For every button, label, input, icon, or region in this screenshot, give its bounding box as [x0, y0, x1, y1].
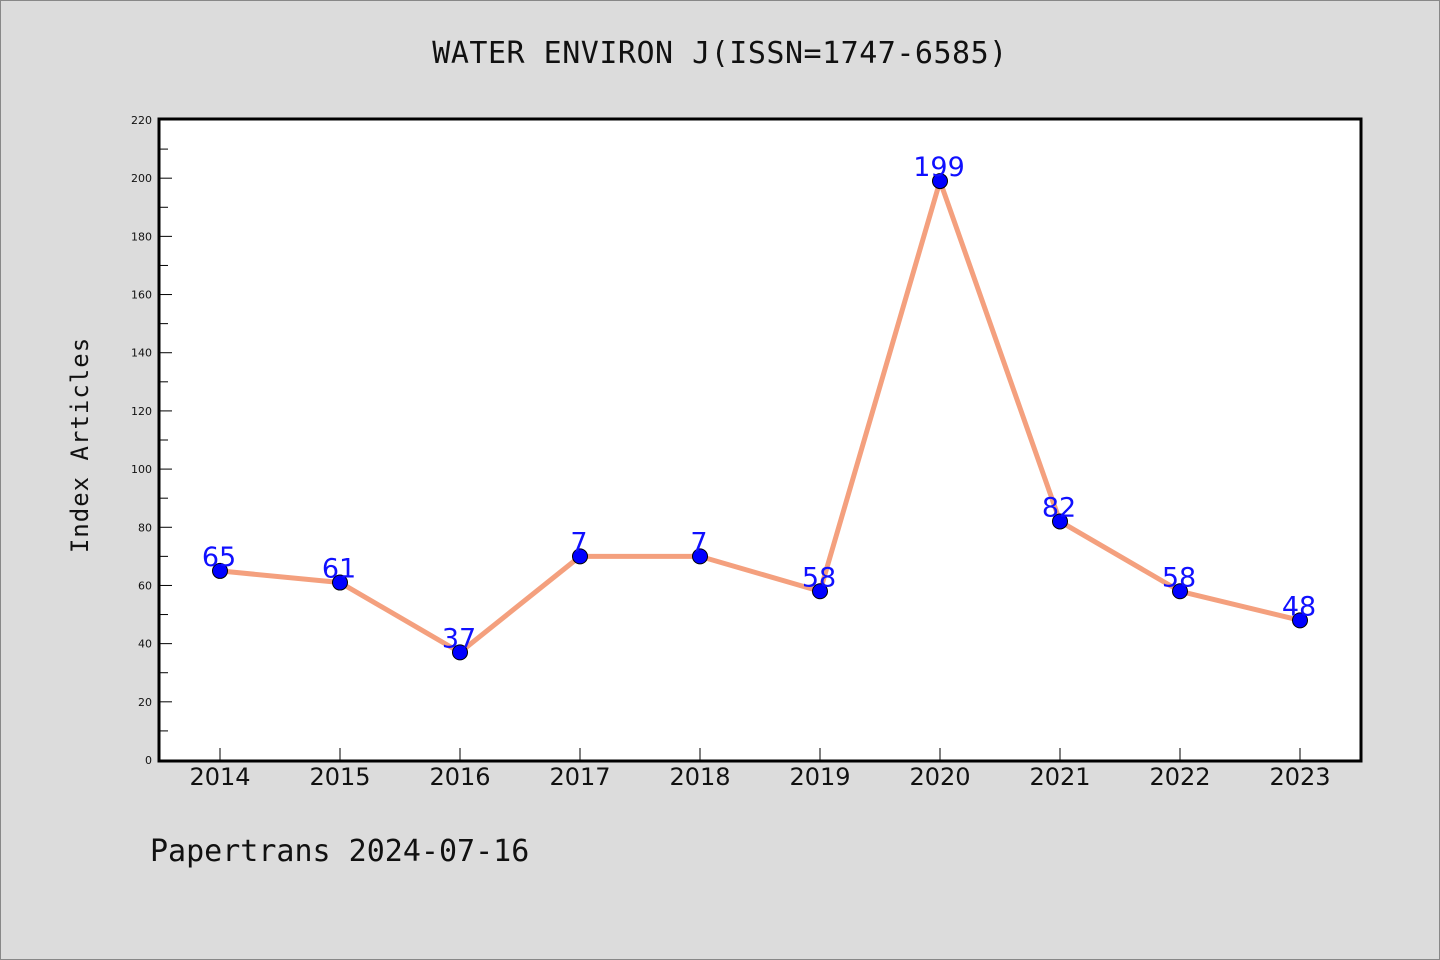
data-labels-group: 65 61 37 7 7 58 199 82 58 48 — [202, 152, 1316, 654]
data-label: 37 — [442, 623, 476, 654]
x-tick-label: 2017 — [549, 763, 610, 791]
data-label: 61 — [322, 554, 356, 585]
data-label: 7 — [570, 527, 587, 558]
y-tick-label: 0 — [145, 754, 152, 767]
data-point — [1172, 583, 1188, 600]
series-line-group — [219, 178, 1301, 655]
x-tick-label: 2019 — [789, 763, 850, 791]
y-axis: 0 20 40 60 80 100 120 140 160 180 200 220 — [131, 114, 172, 767]
x-tick-label: 2021 — [1029, 763, 1090, 791]
chart-title: WATER ENVIRON J(ISSN=1747-6585) — [432, 36, 1008, 71]
data-label: 48 — [1282, 591, 1316, 622]
series-line — [219, 178, 1301, 655]
data-point — [212, 562, 228, 579]
y-tick-label: 120 — [131, 405, 152, 418]
y-tick-label: 80 — [138, 521, 152, 534]
y-tick-label: 40 — [138, 638, 152, 651]
x-tick-label: 2018 — [669, 763, 730, 791]
data-point — [452, 644, 468, 661]
data-label: 58 — [1162, 562, 1196, 593]
data-point — [812, 583, 828, 600]
data-label: 65 — [202, 542, 236, 573]
series-points-group — [212, 173, 1308, 661]
x-tick-label: 2020 — [909, 763, 970, 791]
y-tick-label: 220 — [131, 114, 152, 127]
data-label: 7 — [690, 527, 707, 558]
y-tick-label: 140 — [131, 347, 152, 360]
y-tick-label: 160 — [131, 289, 152, 302]
y-tick-label: 60 — [138, 579, 152, 592]
data-point — [932, 173, 948, 190]
x-tick-label: 2023 — [1269, 763, 1330, 791]
x-tick-label: 2016 — [429, 763, 490, 791]
data-label: 58 — [802, 562, 836, 593]
data-point — [332, 574, 348, 591]
y-tick-label: 100 — [131, 463, 152, 476]
data-point — [1292, 612, 1308, 629]
x-tick-label: 2015 — [309, 763, 370, 791]
data-point — [692, 548, 708, 565]
footer-credit: Papertrans 2024-07-16 — [150, 834, 530, 869]
x-tick-label: 2014 — [189, 763, 250, 791]
plot-area — [157, 117, 1363, 763]
data-point — [572, 548, 588, 565]
x-tick-label: 2022 — [1149, 763, 1210, 791]
data-label: 82 — [1042, 492, 1076, 523]
y-tick-label: 20 — [138, 696, 152, 709]
y-tick-label: 180 — [131, 230, 152, 243]
y-tick-label: 200 — [131, 172, 152, 185]
data-point — [1052, 513, 1068, 530]
x-axis: 2014 2015 2016 2017 2018 2019 2020 2021 2022 2023 — [189, 748, 1331, 791]
data-label: 199 — [913, 152, 965, 183]
